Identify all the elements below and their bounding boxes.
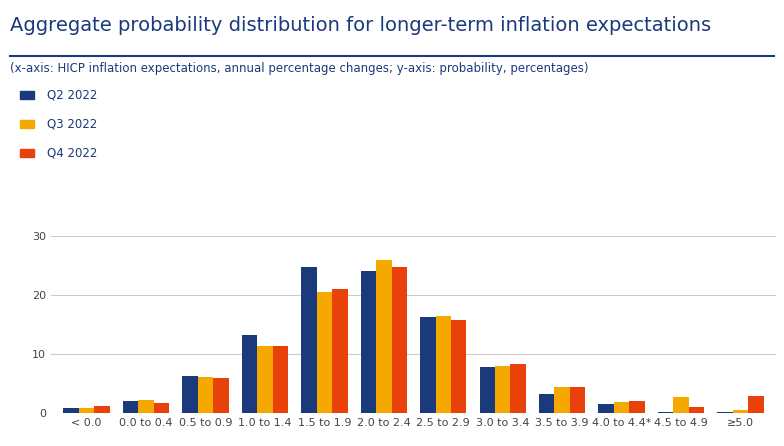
Text: (x-axis: HICP inflation expectations, annual percentage changes; y-axis: probabi: (x-axis: HICP inflation expectations, an… (10, 62, 589, 74)
Bar (332, 289, 347, 413)
Bar (273, 346, 289, 413)
Text: Q3 2022: Q3 2022 (47, 117, 97, 130)
Bar (451, 320, 466, 413)
Bar (570, 387, 586, 413)
Bar (614, 402, 630, 413)
Bar (733, 410, 748, 413)
Bar (154, 403, 169, 413)
Bar (598, 405, 614, 413)
Bar (717, 412, 733, 413)
Bar (301, 267, 317, 413)
Bar (391, 267, 407, 413)
Bar (317, 292, 332, 413)
Bar (689, 407, 704, 413)
Bar (198, 377, 213, 413)
Bar (539, 394, 554, 413)
Bar (123, 401, 138, 413)
Bar (183, 376, 198, 413)
Bar (376, 260, 391, 413)
Bar (673, 396, 689, 413)
Bar (257, 346, 273, 413)
Bar (658, 412, 673, 413)
Bar (64, 408, 79, 413)
Bar (480, 368, 495, 413)
Bar (510, 364, 526, 413)
Bar (748, 396, 764, 413)
Bar (213, 379, 229, 413)
Bar (554, 387, 570, 413)
Bar (436, 316, 451, 413)
Bar (241, 335, 257, 413)
Bar (630, 401, 644, 413)
Bar (361, 271, 376, 413)
Bar (420, 318, 436, 413)
Text: Aggregate probability distribution for longer-term inflation expectations: Aggregate probability distribution for l… (10, 16, 711, 35)
Bar (138, 400, 154, 413)
Bar (495, 366, 510, 413)
Bar (94, 406, 110, 413)
Text: Q4 2022: Q4 2022 (47, 146, 97, 159)
Text: Q2 2022: Q2 2022 (47, 88, 97, 101)
Bar (79, 409, 94, 413)
